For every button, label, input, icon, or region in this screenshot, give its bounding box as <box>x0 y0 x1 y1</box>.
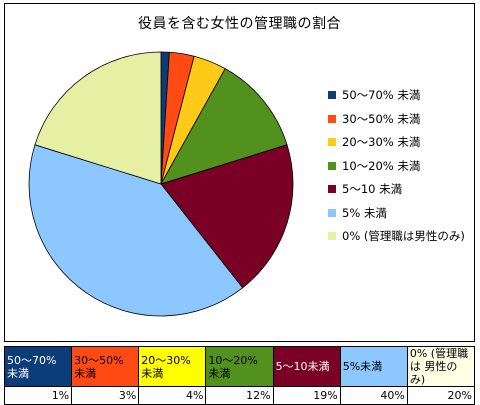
chart-area: 役員を含む女性の管理職の割合 50～70% 未満 30～50% 未満 20～30% … <box>4 3 475 342</box>
table-value-cell: 40% <box>339 386 408 405</box>
table-header-cell: 30～50% 未満 <box>71 346 140 387</box>
table-value-cell: 4% <box>138 386 207 405</box>
table-value-cell: 3% <box>71 386 140 405</box>
chart-legend: 50～70% 未満 30～50% 未満 20～30% 未満 10～20% 未満 5～10… <box>325 88 475 259</box>
header-row: 50～70% 未満 30～50% 未満 20～30% 未満 10～20% 未満 5～10… <box>3 346 476 387</box>
table-header-cell: 5～10未満 <box>272 346 341 387</box>
legend-label: 20～30% 未満 <box>342 135 421 149</box>
legend-label: 50～70% 未満 <box>342 88 421 102</box>
pie-slice <box>160 68 288 185</box>
legend-item: 20～30% 未満 <box>325 135 475 159</box>
pie-slice <box>160 144 294 289</box>
legend-swatch <box>328 161 336 170</box>
legend-item: 10～20% 未満 <box>325 159 475 183</box>
legend-label: 0% (管理職は男性のみ) <box>342 229 465 243</box>
table-header-cell: 20～30% 未満 <box>138 346 207 387</box>
legend-item: 0% (管理職は男性のみ) <box>325 229 475 259</box>
legend-label: 30～50% 未満 <box>342 111 421 126</box>
legend-swatch <box>328 138 336 146</box>
legend-swatch <box>328 91 336 99</box>
legend-swatch <box>328 232 336 240</box>
pie-slice <box>28 144 244 317</box>
legend-item: 5% 未満 <box>325 206 475 230</box>
table-value-cell: 1% <box>3 386 73 405</box>
table-header-cell: 10～20% 未満 <box>205 346 274 387</box>
legend-swatch <box>328 185 336 193</box>
table-header-cell: 50～70% 未満 <box>3 346 73 387</box>
legend-label: 5～10 未満 <box>342 182 403 196</box>
legend-item: 5～10 未満 <box>325 182 475 206</box>
legend-label: 5% 未満 <box>342 205 387 220</box>
data-table: 50～70% 未満 30～50% 未満 20～30% 未満 10～20% 未満 5～10… <box>3 346 476 405</box>
chart-title: 役員を含む女性の管理職の割合 <box>138 16 341 32</box>
table-header-cell: 5%未満 <box>339 346 408 387</box>
legend-swatch <box>328 208 336 217</box>
table-value-cell: 19% <box>272 386 341 405</box>
value-row: 1% 3% 4% 12% 19% 40% 20% <box>3 386 476 405</box>
legend-item: 30～50% 未満 <box>325 112 475 136</box>
pie-slice <box>34 51 162 185</box>
table-header-cell: 0% (管理職は 男性のみ) <box>406 346 476 387</box>
legend-item: 50～70% 未満 <box>325 88 475 112</box>
pie-chart <box>28 51 294 317</box>
legend-swatch <box>328 114 336 123</box>
table-value-cell: 20% <box>406 386 476 405</box>
legend-label: 10～20% 未満 <box>342 158 421 173</box>
table-value-cell: 12% <box>205 386 274 405</box>
